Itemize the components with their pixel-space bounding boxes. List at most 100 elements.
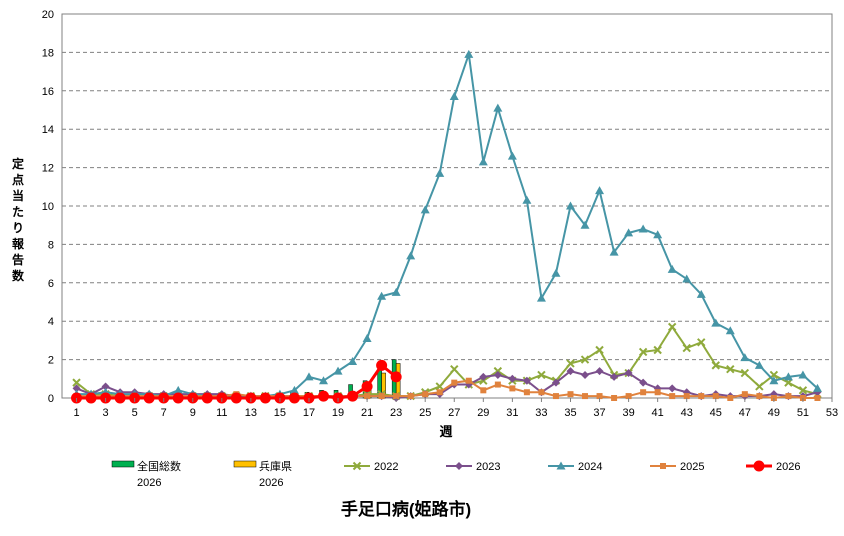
x-tick-label: 29 [477,407,489,419]
x-tick-label: 43 [681,407,693,419]
point-2026 [231,393,242,404]
point-2025 [640,389,646,395]
legend-swatch-全国総数 [112,461,134,467]
x-tick-label: 49 [768,407,780,419]
y-axis-label-char: 告 [12,252,24,267]
y-tick-label: 16 [42,86,54,98]
x-tick-label: 47 [739,407,751,419]
point-2025 [466,378,472,384]
point-2025 [509,385,515,391]
point-2025 [582,393,588,399]
point-2025 [480,387,486,393]
point-2026 [86,393,97,404]
x-tick-label: 41 [652,407,664,419]
point-2026 [391,371,402,382]
x-tick-label: 25 [419,407,431,419]
legend-swatch-兵庫県 [234,461,256,467]
legend-label: 2023 [476,461,500,473]
x-tick-label: 7 [161,407,167,419]
legend-marker-2025 [660,463,666,469]
y-axis-label-char: 定 [12,156,24,171]
legend-label: 2025 [680,461,704,473]
point-2025 [422,391,428,397]
y-axis-label-char: た [12,205,24,219]
x-tick-label: 53 [826,407,838,419]
point-2026 [362,381,373,392]
y-axis-label-char: 数 [12,268,25,283]
point-2026 [202,393,213,404]
y-tick-label: 0 [48,393,54,405]
legend-label: 2026 [776,461,800,473]
point-2025 [785,393,791,399]
point-2025 [814,395,820,401]
legend-label: 兵庫県 [259,459,292,473]
point-2025 [495,382,501,388]
x-tick-label: 19 [332,407,344,419]
x-tick-label: 3 [103,407,109,419]
point-2026 [289,393,300,404]
y-axis-label-char: 報 [12,236,25,251]
x-tick-label: 1 [73,407,79,419]
point-2025 [727,395,733,401]
x-tick-label: 11 [216,407,227,419]
legend-label: 2024 [578,461,602,473]
x-tick-label: 31 [506,407,518,419]
x-tick-label: 13 [245,407,257,419]
point-2026 [347,391,358,402]
y-tick-label: 2 [48,355,54,367]
y-tick-label: 10 [42,201,54,213]
legend-label: 2022 [374,461,398,473]
point-2025 [742,391,748,397]
legend-marker-2026 [754,461,765,472]
y-tick-label: 8 [48,239,54,251]
point-2026 [115,393,126,404]
y-tick-label: 4 [48,316,54,328]
point-2026 [260,393,271,404]
y-axis-label-char: 当 [12,188,24,203]
x-axis-label: 週 [439,424,452,439]
y-tick-label: 18 [42,47,54,59]
x-tick-label: 37 [593,407,605,419]
y-tick-label: 20 [42,9,54,21]
point-2025 [611,395,617,401]
x-tick-label: 27 [448,407,460,419]
x-tick-label: 21 [361,407,373,419]
x-tick-label: 33 [535,407,547,419]
legend-label: 全国総数 [137,459,181,473]
x-tick-label: 15 [274,407,286,419]
x-tick-label: 17 [303,407,315,419]
point-2025 [655,389,661,395]
y-tick-label: 12 [42,163,54,175]
point-2025 [756,393,762,399]
x-tick-label: 39 [622,407,634,419]
point-2025 [524,389,530,395]
point-2026 [173,393,184,404]
y-tick-label: 6 [48,278,54,290]
point-2025 [698,393,704,399]
point-2025 [451,380,457,386]
point-2026 [144,393,155,404]
x-tick-label: 5 [132,407,138,419]
y-axis-label-char: 点 [12,172,24,187]
point-2025 [553,393,559,399]
point-2025 [408,393,414,399]
point-2026 [318,391,329,402]
point-2025 [669,393,675,399]
x-tick-label: 35 [564,407,576,419]
legend-label: 2026 [259,477,283,489]
x-tick-label: 45 [710,407,722,419]
point-2025 [379,393,385,399]
x-tick-label: 23 [390,407,402,419]
legend-marker-2023 [455,462,463,470]
x-tick-label: 9 [190,407,196,419]
chart-title: 手足口病(姫路市) [341,499,471,519]
point-2025 [538,389,544,395]
x-tick-label: 51 [797,407,809,419]
y-axis-label-char: り [12,221,24,235]
